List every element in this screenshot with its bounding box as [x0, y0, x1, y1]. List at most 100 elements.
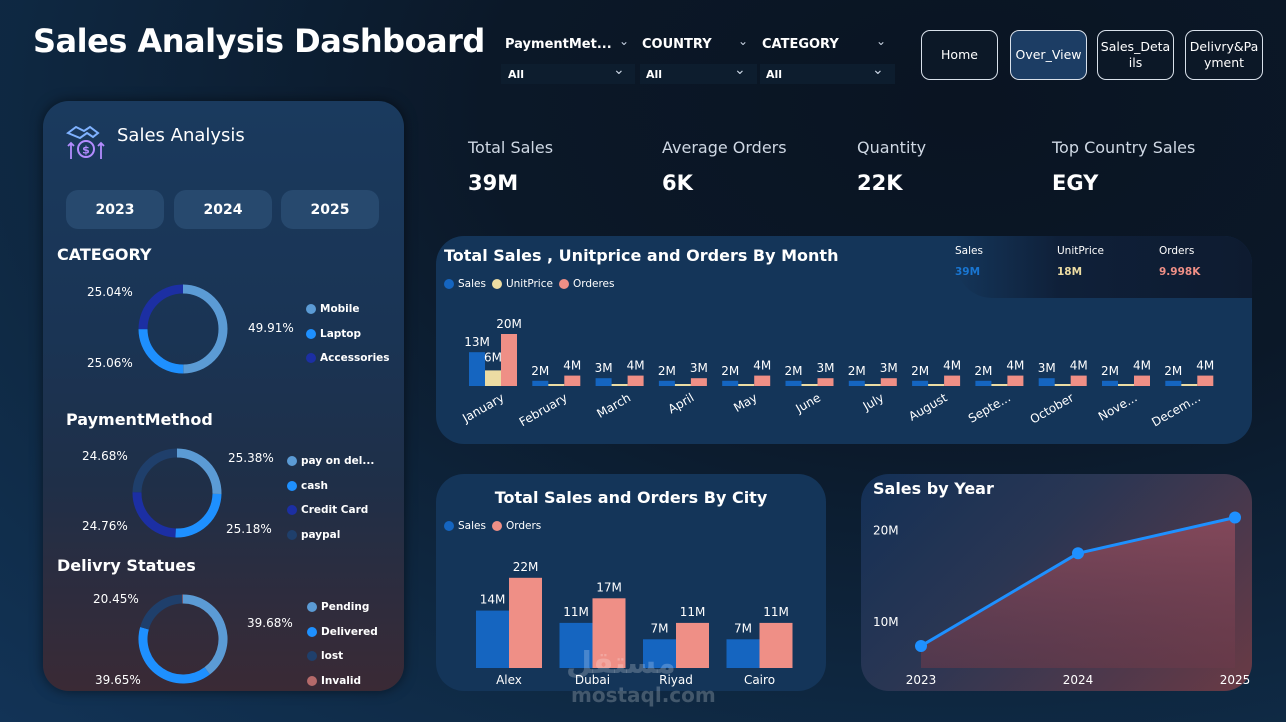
bar[interactable]: [501, 334, 517, 386]
data-label: 2M: [974, 364, 992, 378]
bar[interactable]: [469, 352, 485, 386]
bar[interactable]: [801, 384, 818, 386]
donut-slice[interactable]: [182, 594, 228, 675]
bar[interactable]: [532, 380, 549, 386]
bar[interactable]: [738, 384, 755, 386]
legend-item[interactable]: Sales: [444, 520, 486, 532]
data-point[interactable]: [915, 639, 927, 652]
donut-slice[interactable]: [175, 493, 222, 538]
axis-tick-label: March: [594, 390, 633, 420]
bar[interactable]: [991, 384, 1008, 386]
bar[interactable]: [611, 384, 628, 386]
bar[interactable]: [627, 375, 644, 386]
bar[interactable]: [1007, 375, 1024, 386]
bar[interactable]: [564, 375, 581, 386]
filter-category-select[interactable]: All ⌄: [760, 62, 895, 84]
legend-item[interactable]: pay on del...: [287, 449, 374, 474]
bar[interactable]: [1070, 375, 1087, 386]
year-button-2024[interactable]: 2024: [174, 190, 272, 229]
filter-payment[interactable]: PaymentMet... ⌄ All ⌄: [501, 32, 635, 84]
bar[interactable]: [592, 598, 626, 668]
chevron-down-icon: ⌄: [613, 62, 625, 78]
bar[interactable]: [643, 639, 676, 668]
bar[interactable]: [944, 375, 961, 386]
legend-item[interactable]: Invalid: [307, 669, 378, 694]
legend-item[interactable]: Laptop: [306, 321, 390, 346]
bar[interactable]: [674, 384, 691, 386]
filter-country[interactable]: COUNTRY ⌄ All ⌄: [640, 32, 757, 84]
bar[interactable]: [1102, 380, 1118, 386]
filter-category[interactable]: CATEGORY ⌄ All ⌄: [760, 32, 895, 84]
bar[interactable]: [785, 380, 802, 386]
donut-slice[interactable]: [140, 594, 183, 630]
bar[interactable]: [1165, 380, 1182, 386]
legend-item[interactable]: Mobile: [306, 297, 390, 321]
legend-item[interactable]: Accessories: [306, 346, 390, 370]
bar[interactable]: [1181, 384, 1198, 386]
year-button-2023[interactable]: 2023: [66, 190, 164, 229]
bar[interactable]: [548, 384, 565, 386]
bar[interactable]: [1054, 384, 1071, 386]
category-legend: Mobile Laptop Accessories: [306, 297, 390, 370]
home-button[interactable]: Home: [921, 30, 998, 80]
data-point[interactable]: [1229, 511, 1241, 524]
bar[interactable]: [658, 380, 675, 386]
bar[interactable]: [975, 380, 992, 386]
legend-item[interactable]: Pending: [307, 595, 378, 620]
legend-label: Sales: [458, 278, 486, 290]
bar[interactable]: [759, 622, 793, 668]
filter-payment-value: All: [508, 68, 525, 81]
bar[interactable]: [1134, 375, 1150, 386]
delivery-payment-button[interactable]: Delivry&Payment: [1185, 30, 1263, 80]
filter-country-select[interactable]: All ⌄: [640, 62, 757, 84]
category-section-title: CATEGORY: [57, 245, 152, 264]
bar[interactable]: [559, 622, 593, 668]
bar[interactable]: [1118, 384, 1134, 386]
donut-slice[interactable]: [138, 284, 184, 330]
bar[interactable]: [817, 378, 834, 386]
bar[interactable]: [912, 380, 929, 386]
sales-details-button[interactable]: Sales_Details: [1097, 30, 1174, 80]
bar[interactable]: [754, 375, 771, 386]
legend-item[interactable]: Delivered: [307, 620, 378, 645]
overview-button[interactable]: Over_View: [1010, 30, 1087, 80]
bar[interactable]: [848, 380, 865, 386]
bar[interactable]: [722, 380, 739, 386]
payment-legend: pay on del... cash Credit Card paypal: [287, 449, 374, 547]
donut-slice[interactable]: [138, 627, 210, 684]
bar[interactable]: [880, 378, 897, 386]
legend-item[interactable]: lost: [307, 644, 378, 669]
bar[interactable]: [928, 384, 945, 386]
legend-item[interactable]: Sales: [444, 278, 486, 290]
bar[interactable]: [1197, 375, 1214, 386]
filter-payment-select[interactable]: All ⌄: [501, 62, 635, 84]
bar[interactable]: [726, 639, 760, 668]
donut-slice[interactable]: [132, 492, 176, 538]
bar[interactable]: [595, 378, 612, 386]
axis-tick-label: Alex: [496, 673, 522, 687]
legend-dot: [287, 480, 297, 491]
chevron-down-icon: ⌄: [872, 62, 884, 78]
bar[interactable]: [509, 577, 542, 668]
donut-slice[interactable]: [132, 448, 178, 493]
data-point[interactable]: [1072, 547, 1084, 560]
bar[interactable]: [690, 378, 707, 386]
bar[interactable]: [676, 622, 709, 668]
legend-item[interactable]: cash: [287, 474, 374, 499]
year-button-2025[interactable]: 2025: [281, 190, 379, 229]
legend-item[interactable]: Credit Card: [287, 498, 374, 523]
year-area-chart: 2023 2024 2025 10M 20M: [873, 511, 1250, 687]
donut-slice[interactable]: [176, 448, 222, 495]
donut-slice[interactable]: [182, 284, 228, 374]
bar[interactable]: [485, 370, 501, 386]
legend-item[interactable]: Orderes: [558, 278, 615, 290]
legend-item[interactable]: paypal: [287, 523, 374, 548]
bar[interactable]: [864, 384, 881, 386]
legend-item[interactable]: UnitPrice: [491, 278, 553, 290]
bar[interactable]: [1038, 378, 1055, 386]
delivery-pct-delivered: 39.65%: [95, 673, 141, 687]
payment-pct-paypal: 24.68%: [82, 449, 128, 463]
legend-item[interactable]: Orders: [491, 520, 541, 532]
donut-slice[interactable]: [138, 328, 184, 374]
bar[interactable]: [476, 610, 509, 668]
